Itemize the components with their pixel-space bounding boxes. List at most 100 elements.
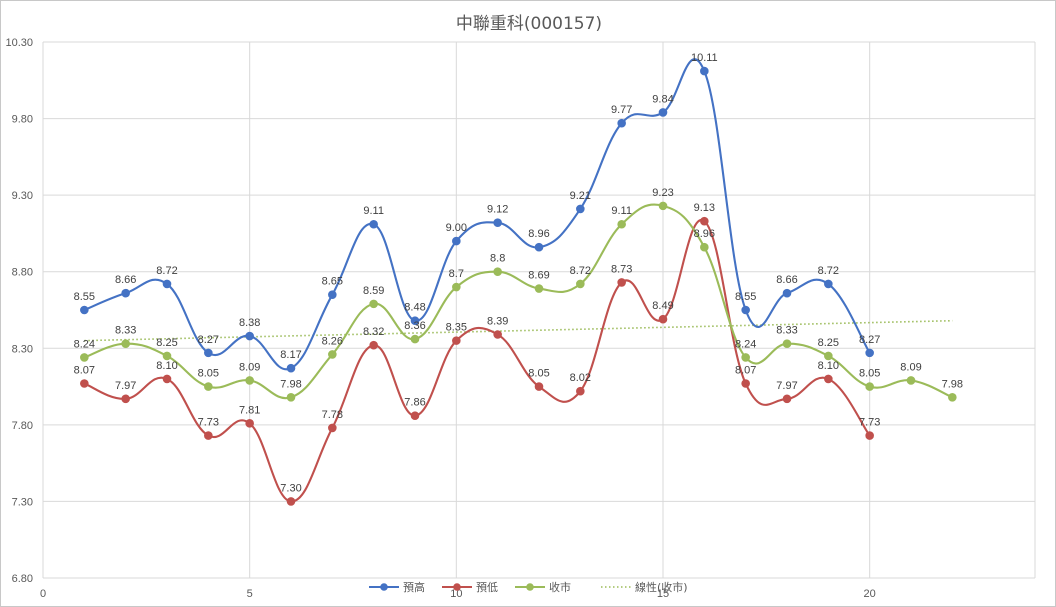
series-high-point (204, 348, 213, 358)
series-high-point (80, 305, 89, 315)
series-high-data-label: 10.11 (691, 52, 718, 64)
series-low-point (80, 379, 89, 388)
series-high-line (83, 58, 871, 371)
series-high-point (369, 219, 378, 229)
series-close-point (824, 351, 833, 361)
series-close-point (741, 353, 750, 362)
y-tick-label: 10.30 (5, 37, 33, 49)
series-close-data-label: 8.36 (404, 320, 425, 332)
series-close-data-label: 9.11 (611, 205, 632, 217)
x-tick-label: 5 (247, 588, 253, 600)
legend-item-trendline-label: 線性(收市) (635, 580, 688, 594)
series-low-point (328, 423, 337, 433)
y-tick-label: 7.80 (12, 420, 33, 432)
series-high-data-label: 8.72 (156, 265, 177, 277)
series-close-data-label: 8.8 (490, 253, 505, 265)
series-low-data-label: 7.73 (198, 417, 219, 429)
series-high-data-label: 8.38 (239, 317, 260, 329)
series-low-point (824, 374, 833, 384)
series-close-point (204, 382, 213, 391)
series-high-point (700, 66, 709, 76)
series-close-point (328, 350, 337, 359)
series-low-point (534, 382, 544, 391)
series-close-data-label: 8.05 (198, 368, 219, 380)
series-low-point (576, 386, 585, 396)
series-high-point (245, 331, 254, 341)
series-close-point (245, 376, 254, 385)
series-low-data-label: 7.78 (322, 409, 343, 421)
series-close-point (617, 219, 626, 229)
series-high-data-label: 8.66 (115, 274, 136, 286)
series-low-data-label: 9.13 (694, 202, 715, 214)
series-high-data-label: 8.55 (735, 291, 756, 303)
series-close-point (782, 339, 792, 348)
series-low-point (162, 374, 172, 384)
series-high-data-label: 8.66 (776, 274, 797, 286)
series-high-data-label: 8.27 (859, 334, 880, 346)
series-close-point (948, 392, 957, 402)
gridlines (42, 41, 1036, 579)
x-tick-label: 15 (657, 588, 669, 600)
series-high-data-label: 8.96 (528, 228, 549, 240)
series-close-data-label: 8.09 (239, 361, 260, 373)
series-close-point (162, 351, 172, 361)
legend: 預高 預低 收市 線性(收市) (369, 580, 688, 594)
series-low-data-label: 7.73 (859, 417, 880, 429)
series-low-point (741, 379, 750, 388)
series-high-data-label: 8.48 (404, 302, 425, 314)
series-low-point (121, 394, 130, 404)
legend-item-low-label: 預低 (476, 581, 498, 594)
series-close-point (700, 242, 709, 252)
series-high-point (741, 305, 750, 315)
series-low-line (83, 219, 871, 503)
series-high-data-label: 9.11 (363, 205, 384, 217)
series-close-data-label: 8.33 (776, 325, 797, 337)
series-close-point (534, 284, 544, 293)
series-low-point (782, 394, 792, 404)
axis-tick-labels: 6.80 7.30 7.80 8.30 8.80 9.30 9.80 10.30 0 5 10 15 2… (5, 37, 875, 600)
series-low-data-label: 7.86 (404, 397, 425, 409)
series-close-data-label: 8.05 (859, 368, 880, 380)
series-high-data-label: 8.55 (74, 291, 95, 303)
series-high-point (121, 288, 130, 298)
y-tick-label: 7.30 (12, 496, 33, 508)
series-high-data-label: 9.00 (446, 222, 467, 234)
series-high-point (865, 348, 874, 358)
series-high-point (410, 316, 420, 326)
series-high-point (286, 363, 296, 373)
y-tick-label: 8.30 (12, 343, 33, 355)
series-high-data-label: 8.27 (198, 334, 219, 346)
series-high-point (534, 242, 544, 252)
series-close-point (452, 282, 461, 292)
series-high-point (452, 236, 461, 246)
series-low-point (245, 419, 254, 428)
series-low-data-label: 8.07 (735, 365, 756, 377)
chart-title: 中聯重科(000157) (456, 14, 602, 34)
trendline-linear-close (84, 319, 953, 342)
series-low-point (286, 497, 296, 506)
series-close-data-label: 7.98 (942, 378, 963, 390)
series-high-point (328, 290, 337, 299)
series-high-data-label: 8.72 (818, 265, 839, 277)
x-tick-label: 20 (864, 588, 876, 600)
series-low-data-label: 8.49 (652, 300, 673, 312)
series-low-point (452, 336, 461, 345)
series-close-data-label: 8.09 (900, 361, 921, 373)
series-low-data-label: 8.02 (570, 372, 591, 384)
series-close-point (369, 299, 378, 309)
series-close-point (493, 267, 502, 277)
series-close-data-label: 8.25 (156, 337, 177, 349)
series-high-point (658, 108, 668, 117)
series-close-data-label: 8.59 (363, 285, 384, 297)
trendline-layer (84, 319, 953, 342)
series-high-point (162, 279, 172, 289)
y-tick-label: 9.30 (12, 190, 33, 202)
series-low-data-label: 8.39 (487, 316, 508, 328)
series-low-point (700, 216, 709, 226)
series-close-data-label: 8.33 (115, 325, 136, 337)
y-tick-label: 9.80 (12, 114, 33, 126)
series-high-point (824, 279, 833, 289)
series-low-data-label: 8.32 (363, 326, 384, 338)
series-close-point (576, 279, 585, 289)
